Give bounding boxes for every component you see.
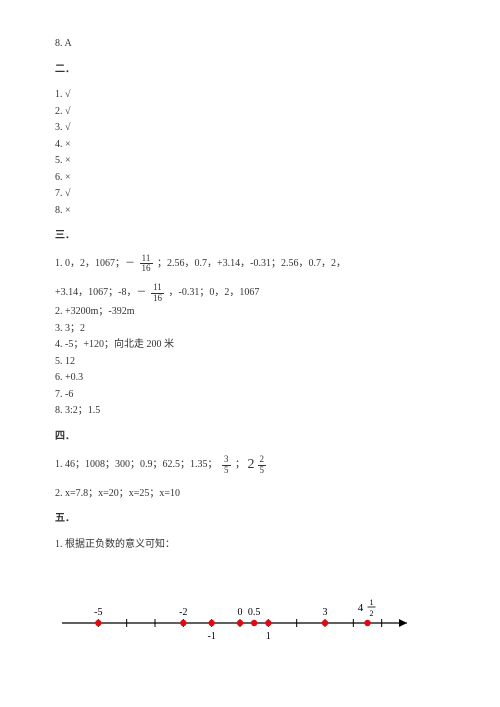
sec3-line2: +3.14，1067；-8，－ 11 16 ，-0.31；0，2，1067: [55, 283, 445, 303]
svg-text:-5: -5: [94, 607, 102, 618]
sec4-line1: 1. 46；1008；300；0.9；62.5；1.35； 3 5 ； 2 2 …: [55, 454, 445, 476]
mixed-den: 5: [258, 466, 267, 475]
section-4-heading: 四．: [55, 429, 445, 445]
sec2-item: 8. ×: [55, 203, 445, 219]
sec2-item: 1. √: [55, 87, 445, 103]
mixed-2-2-5: 2 2 5: [248, 454, 269, 476]
sec2-item: 4. ×: [55, 137, 445, 153]
sec2-item: 6. ×: [55, 170, 445, 186]
sec3-item: 2. +3200m；-392m: [55, 304, 445, 320]
frac-den: 5: [222, 466, 231, 475]
answer-8A: 8. A: [55, 36, 445, 52]
section-5-heading: 五．: [55, 511, 445, 527]
section-2-heading: 二．: [55, 62, 445, 78]
svg-text:-1: -1: [207, 631, 215, 642]
sec3-item: 6. +0.3: [55, 370, 445, 386]
fraction-11-16: 11 16: [140, 254, 153, 274]
fraction-3-5: 3 5: [222, 455, 231, 475]
frac-den: 16: [140, 264, 153, 273]
svg-text:0: 0: [238, 607, 243, 618]
sec3-line1-b: ；2.56，0.7，+3.14，-0.31；2.56，0.7，2，: [157, 258, 346, 269]
sec3-item: 7. -6: [55, 387, 445, 403]
svg-text:0.5: 0.5: [248, 607, 261, 618]
svg-text:3: 3: [323, 607, 328, 618]
sec3-line2-a: +3.14，1067；-8，－: [55, 288, 146, 299]
svg-text:2: 2: [370, 609, 374, 618]
sec2-item: 3. √: [55, 120, 445, 136]
sec4-line2: 2. x=7.8；x=20；x=25；x=10: [55, 486, 445, 502]
sec3-item: 4. -5；+120；向北走 200 米: [55, 337, 445, 353]
sec3-line2-b: ，-0.31；0，2，1067: [168, 288, 259, 299]
svg-text:1: 1: [266, 631, 271, 642]
sec4-mid: ；: [235, 459, 245, 470]
sec3-item: 5. 12: [55, 354, 445, 370]
sec2-item: 2. √: [55, 104, 445, 120]
sec5-line1: 1. 根据正负数的意义可知：: [55, 537, 445, 553]
sec4-line1-a: 1. 46；1008；300；0.9；62.5；1.35；: [55, 459, 218, 470]
sec2-item: 7. √: [55, 186, 445, 202]
sec3-line1-a: 1. 0，2，1067；－: [55, 258, 135, 269]
svg-text:-2: -2: [179, 607, 187, 618]
section-3-heading: 三．: [55, 228, 445, 244]
sec3-line1: 1. 0，2，1067；－ 11 16 ；2.56，0.7，+3.14，-0.3…: [55, 254, 445, 274]
svg-text:1: 1: [370, 598, 374, 607]
sec3-item: 3. 3；2: [55, 321, 445, 337]
sec3-item: 8. 3:2；1.5: [55, 403, 445, 419]
frac-den: 16: [151, 294, 164, 303]
number-line: -5-200.53412-11: [55, 578, 445, 653]
fraction-11-16-b: 11 16: [151, 283, 164, 303]
mixed-whole: 2: [248, 454, 255, 476]
sec2-item: 5. ×: [55, 153, 445, 169]
svg-text:4: 4: [358, 602, 364, 614]
